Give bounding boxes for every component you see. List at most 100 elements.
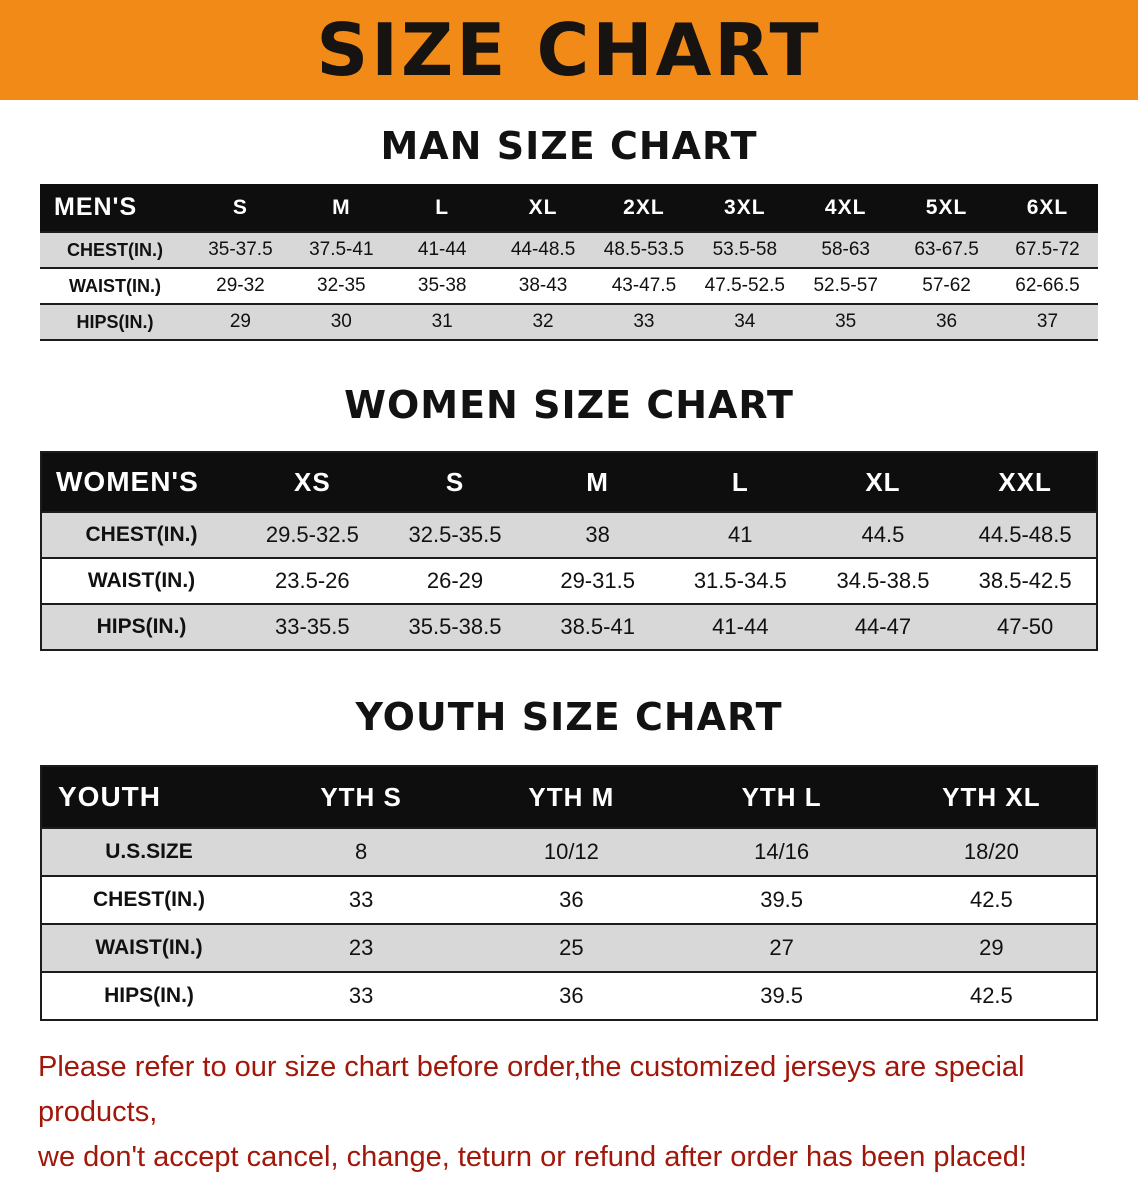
youth-size-value-cell: 27 — [769, 935, 794, 960]
women-size-value-cell: 44.5 — [861, 522, 905, 547]
youth-row-label: U.S.SIZE — [105, 840, 193, 863]
women-size-column-header: M — [526, 452, 669, 512]
women-size-value-cell: 26-29 — [426, 568, 484, 593]
youth-table-row: CHEST(IN.) 33 36 39.5 42.5 — [41, 876, 1097, 924]
youth-table-title: YOUTH — [41, 766, 256, 828]
youth-table-header-row: YOUTH YTH S YTH M YTH L YTH XL — [41, 766, 1097, 828]
women-size-value-cell: 34.5-38.5 — [836, 568, 930, 593]
women-size-value-cell: 47-50 — [997, 614, 1054, 639]
youth-size-column-header: YTH XL — [886, 766, 1097, 828]
women-table-body: CHEST(IN.) 29.5-32.5 32.5-35.5 38 41 44.5 44.5… — [41, 512, 1097, 650]
women-size-value-cell: 23.5-26 — [275, 568, 350, 593]
men-size-column-header: S — [190, 184, 291, 232]
women-size-value-cell: 44.5-48.5 — [978, 522, 1072, 547]
men-size-column-header: 3XL — [694, 184, 796, 232]
men-table-title: MEN'S — [40, 184, 190, 232]
women-size-column-header: XL — [811, 452, 955, 512]
men-table-header-row: MEN'S S M L XL 2XL 3XL 4XL 5XL 6XL — [40, 184, 1098, 232]
youth-row-label: HIPS(IN.) — [104, 984, 194, 1007]
youth-size-value-cell: 23 — [348, 935, 374, 960]
men-size-column-header: 4XL — [795, 184, 897, 232]
men-size-column-header: M — [290, 184, 392, 232]
men-size-value-cell: 34 — [734, 311, 756, 332]
women-table-title: WOMEN'S — [41, 452, 241, 512]
men-size-value-cell: 32-35 — [317, 275, 366, 296]
women-size-value-cell: 38.5-42.5 — [978, 568, 1072, 593]
men-size-value-cell: 53.5-58 — [712, 239, 778, 260]
youth-row-label: WAIST(IN.) — [95, 936, 203, 959]
men-size-value-cell: 57-62 — [922, 275, 971, 296]
men-row-label: WAIST(IN.) — [69, 275, 161, 296]
men-size-column-header: 2XL — [593, 184, 695, 232]
men-table-row: CHEST(IN.) 35-37.5 37.5-41 41-44 44-48.5 48.5… — [40, 232, 1098, 268]
women-size-value-cell: 41 — [728, 522, 753, 547]
youth-size-value-cell: 42.5 — [969, 887, 1013, 912]
youth-size-value-cell: 25 — [559, 935, 584, 960]
men-size-column-header: 6XL — [997, 184, 1098, 232]
youth-size-column-header: YTH L — [676, 766, 887, 828]
women-size-value-cell: 41-44 — [712, 614, 769, 639]
youth-table-row: U.S.SIZE 8 10/12 14/16 18/20 — [41, 828, 1097, 876]
women-table-header-row: WOMEN'S XS S M L XL XXL — [41, 452, 1097, 512]
men-size-value-cell: 38-43 — [518, 275, 568, 296]
women-row-label: WAIST(IN.) — [87, 569, 196, 592]
women-table-row: WAIST(IN.) 23.5-26 26-29 29-31.5 31.5-34.5 34… — [41, 558, 1097, 604]
women-table-row: HIPS(IN.) 33-35.5 35.5-38.5 38.5-41 41-44 44-… — [41, 604, 1097, 650]
men-table-row: HIPS(IN.) 29 30 31 32 33 34 35 36 37 — [40, 304, 1098, 340]
men-row-label: CHEST(IN.) — [67, 239, 163, 260]
women-size-table: WOMEN'S XS S M L XL XXL CHEST(IN.) 29.5-32.5 32.… — [40, 451, 1098, 651]
women-size-value-cell: 44-47 — [854, 614, 912, 639]
men-size-value-cell: 32 — [532, 311, 554, 332]
youth-size-value-cell: 29 — [979, 935, 1004, 960]
men-size-value-cell: 44-48.5 — [510, 239, 576, 260]
youth-size-value-cell: 10/12 — [543, 839, 599, 864]
men-size-value-cell: 52.5-57 — [813, 275, 878, 296]
men-size-table: MEN'S S M L XL 2XL 3XL 4XL 5XL 6XL CHEST(IN.) 35-3… — [40, 184, 1098, 341]
men-size-column-header: 5XL — [896, 184, 997, 232]
women-size-value-cell: 31.5-34.5 — [693, 568, 787, 593]
men-size-value-cell: 36 — [935, 311, 958, 332]
men-size-value-cell: 41-44 — [417, 239, 467, 260]
women-size-column-header: XXL — [954, 452, 1097, 512]
men-size-value-cell: 67.5-72 — [1015, 239, 1080, 260]
men-size-value-cell: 63-67.5 — [914, 239, 979, 260]
women-size-value-cell: 32.5-35.5 — [408, 522, 502, 547]
women-size-value-cell: 38 — [585, 522, 610, 547]
men-size-value-cell: 43-47.5 — [611, 275, 677, 296]
youth-size-value-cell: 33 — [348, 887, 374, 912]
men-size-value-cell: 31 — [431, 311, 453, 332]
youth-table-row: WAIST(IN.) 23 25 27 29 — [41, 924, 1097, 972]
size-chart-banner: SIZE CHART — [0, 0, 1138, 100]
youth-size-value-cell: 36 — [559, 887, 584, 912]
women-size-column-header: XS — [241, 452, 384, 512]
men-table-body: CHEST(IN.) 35-37.5 37.5-41 41-44 44-48.5 48.5… — [40, 232, 1098, 340]
youth-table-body: U.S.SIZE 8 10/12 14/16 18/20 CHEST(IN.) 33 36 39… — [41, 828, 1097, 1020]
youth-size-value-cell: 39.5 — [760, 983, 804, 1008]
youth-size-value-cell: 42.5 — [969, 983, 1013, 1008]
women-section-heading: WOMEN SIZE CHART — [344, 383, 794, 427]
women-size-column-header: L — [668, 452, 812, 512]
women-table-row: CHEST(IN.) 29.5-32.5 32.5-35.5 38 41 44.5 44.5… — [41, 512, 1097, 558]
men-size-value-cell: 29 — [229, 311, 251, 332]
men-size-section: MAN SIZE CHART MEN'S S M L XL 2XL 3XL 4XL 5XL 6XL… — [0, 124, 1138, 341]
women-size-column-header: S — [383, 452, 527, 512]
youth-size-column-header: YTH S — [256, 766, 467, 828]
men-size-value-cell: 47.5-52.5 — [704, 275, 785, 296]
youth-section-heading: YOUTH SIZE CHART — [355, 695, 783, 739]
women-size-value-cell: 33-35.5 — [275, 614, 350, 639]
men-size-value-cell: 48.5-53.5 — [603, 239, 685, 260]
men-size-value-cell: 58-63 — [821, 239, 870, 260]
men-size-value-cell: 29-32 — [216, 275, 265, 296]
women-size-value-cell: 38.5-41 — [560, 614, 635, 639]
youth-size-value-cell: 14/16 — [754, 839, 810, 864]
men-size-value-cell: 37 — [1036, 311, 1059, 332]
order-policy-note: Please refer to our size chart before or… — [38, 1045, 1100, 1180]
women-size-value-cell: 29.5-32.5 — [265, 522, 359, 547]
men-size-value-cell: 30 — [330, 311, 352, 332]
note-line-1: Please refer to our size chart before or… — [38, 1051, 1025, 1128]
women-row-label: HIPS(IN.) — [96, 615, 187, 638]
men-size-column-header: L — [391, 184, 493, 232]
youth-size-value-cell: 33 — [348, 983, 374, 1008]
men-size-value-cell: 35-37.5 — [208, 239, 273, 260]
women-size-section: WOMEN SIZE CHART WOMEN'S XS S M L XL XXL CHEST… — [0, 383, 1138, 651]
